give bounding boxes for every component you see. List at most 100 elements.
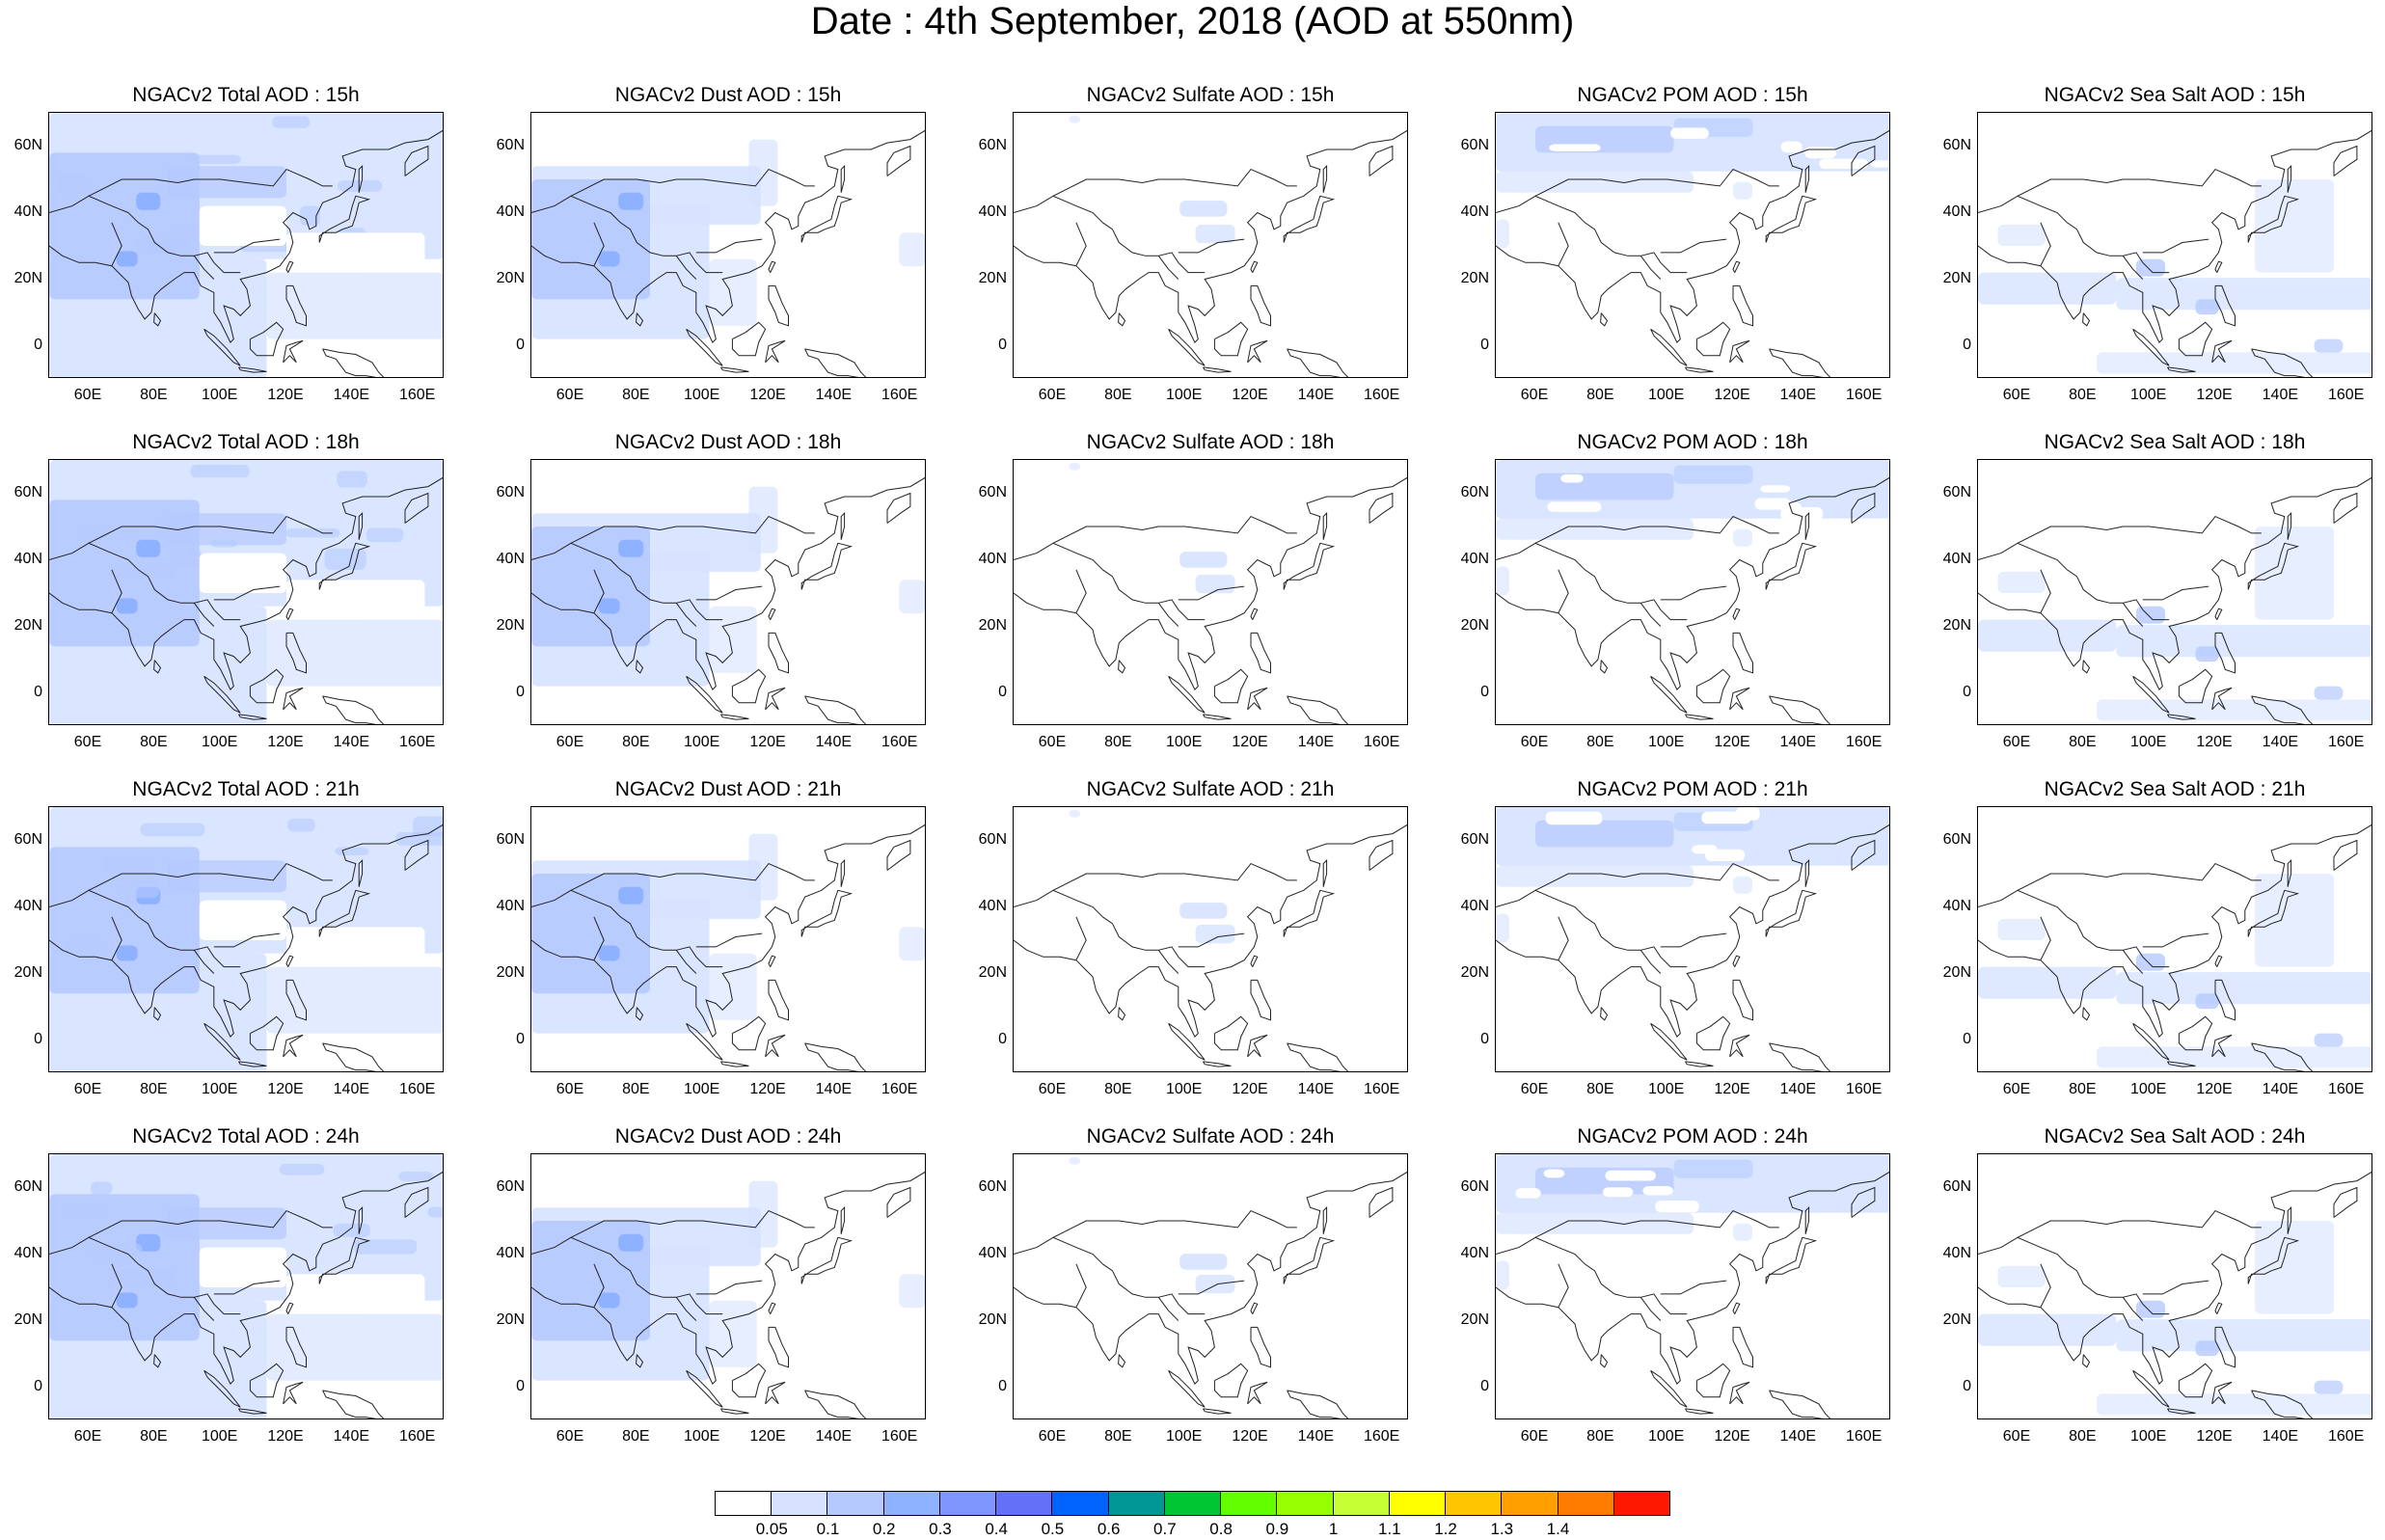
coastline [49,542,241,621]
coastline [1851,1186,1876,1218]
map-plot-area [48,806,444,1072]
aod-shading [136,539,161,557]
coastline [2178,1015,2213,1051]
aod-shading [598,251,620,267]
coastline [2132,1022,2170,1061]
coastline [1203,366,1232,373]
coastline [720,1061,749,1067]
coastline [2287,1205,2292,1234]
lon-tick-label: 160E [398,1081,436,1097]
coastline [1765,542,1818,590]
coastline [695,932,763,948]
coastline [2017,1209,2262,1238]
colorbar-tick-label: 0.05 [755,1520,788,1538]
aod-shading [2314,1380,2344,1394]
colorbar-tick-label: 1.4 [1546,1520,1570,1538]
coastline [531,889,723,968]
aod-shading [1496,913,1509,943]
coastline [2214,632,2236,674]
coastline [531,476,925,690]
lon-tick-label: 100E [1165,1428,1203,1445]
coastline [2251,348,2314,377]
coastline [2211,687,2233,711]
coastline [2247,1236,2300,1284]
lon-tick-label: 120E [1232,387,1268,403]
coastline [1250,608,1259,620]
coastline [1052,862,1297,891]
aod-shading [2097,1393,2371,1416]
coastline [570,168,815,197]
map-plot-area [1013,112,1408,378]
aod-shading [1547,501,1602,512]
coastline [570,1209,815,1238]
aod-field-map [531,476,925,724]
aod-shading [286,1274,425,1314]
coastline [1250,1302,1259,1314]
aod-field-map [49,460,443,724]
aod-shading [2195,299,2219,315]
map-plot-area [1977,806,2372,1072]
coastline [318,889,371,937]
lon-tick-label: 60E [1038,1081,1067,1097]
coastline [1178,1280,1245,1295]
aod-shading [1545,811,1603,825]
aod-shading [1642,1186,1673,1196]
aod-shading [2255,874,2334,967]
coastline [1600,1007,1609,1021]
coastline [1496,129,1889,343]
lon-tick-label: 80E [2069,734,2097,750]
lon-tick-label: 100E [201,1428,238,1445]
coastline [1660,585,1727,601]
coastline [203,675,241,714]
coastline [2251,1390,2314,1418]
map-panel-sulfate-18h: NGACv2 Sulfate AOD : 18h 60N 40N 20N 0 60E 80E… [964,431,1447,779]
aod-shading [287,818,315,832]
coastline [2040,916,2051,960]
lat-tick-label: 60N [1460,1177,1489,1195]
colorbar-swatch [882,1491,940,1516]
coastline [1851,492,1876,524]
lon-tick-label: 60E [1038,387,1067,403]
lat-tick-label: 0 [998,683,1007,700]
aod-shading [335,847,369,856]
coastline [768,1326,789,1368]
coastline [2211,1381,2233,1405]
aod-shading [366,527,404,543]
coastline [1978,542,2170,621]
coastline [1203,714,1232,720]
aod-shading [748,833,778,901]
lat-tick-label: 60N [978,830,1007,848]
coastline [1168,1022,1206,1061]
lat-tick-label: 20N [978,1310,1007,1328]
coastline [1250,955,1259,967]
coastline [1804,164,1810,193]
lon-tick-label: 60E [1520,734,1549,750]
panel-title: NGACv2 POM AOD : 18h [1577,431,1808,453]
lon-tick-label: 100E [2129,734,2167,750]
aod-shading [199,1247,286,1287]
aod-shading [266,272,443,339]
lat-tick-label: 20N [496,269,525,286]
colorbar-tick-label: 0.3 [929,1520,952,1538]
aod-shading [2136,258,2165,277]
lon-tick-label: 140E [1297,734,1335,750]
coastline [2214,1326,2236,1368]
lon-tick-label: 100E [201,387,238,403]
lon-tick-label: 60E [1520,387,1549,403]
lon-tick-label: 160E [1845,1081,1883,1097]
coastline [1851,839,1876,871]
aod-shading [210,539,237,548]
aod-shading [2116,278,2371,311]
coastline [1978,195,2170,274]
coastline [1369,145,1394,176]
lon-tick-label: 120E [267,1428,304,1445]
lon-tick-label: 80E [140,734,168,750]
map-panel-total-18h: NGACv2 Total AOD : 18h 60N 40N 20N 0 60E 80E 10… [0,431,482,779]
aod-shading [2116,1319,2371,1352]
coastline [2247,542,2300,590]
coastline [1283,195,1336,243]
lat-tick-label: 20N [14,269,42,286]
coastline [636,1007,644,1021]
aod-shading [1560,473,1584,483]
aod-shading [285,527,340,538]
